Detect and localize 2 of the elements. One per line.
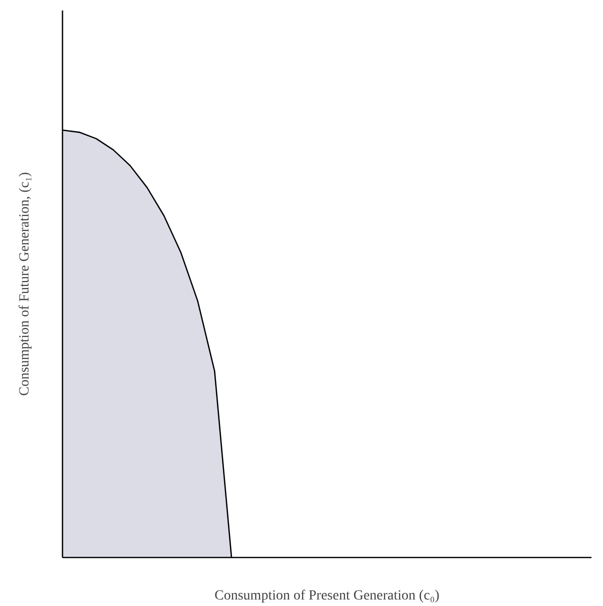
x-axis-title: Consumption of Present Generation (c₀) [214,588,440,604]
y-axis-title: Consumption of Future Generation, (c₁) [18,172,32,396]
